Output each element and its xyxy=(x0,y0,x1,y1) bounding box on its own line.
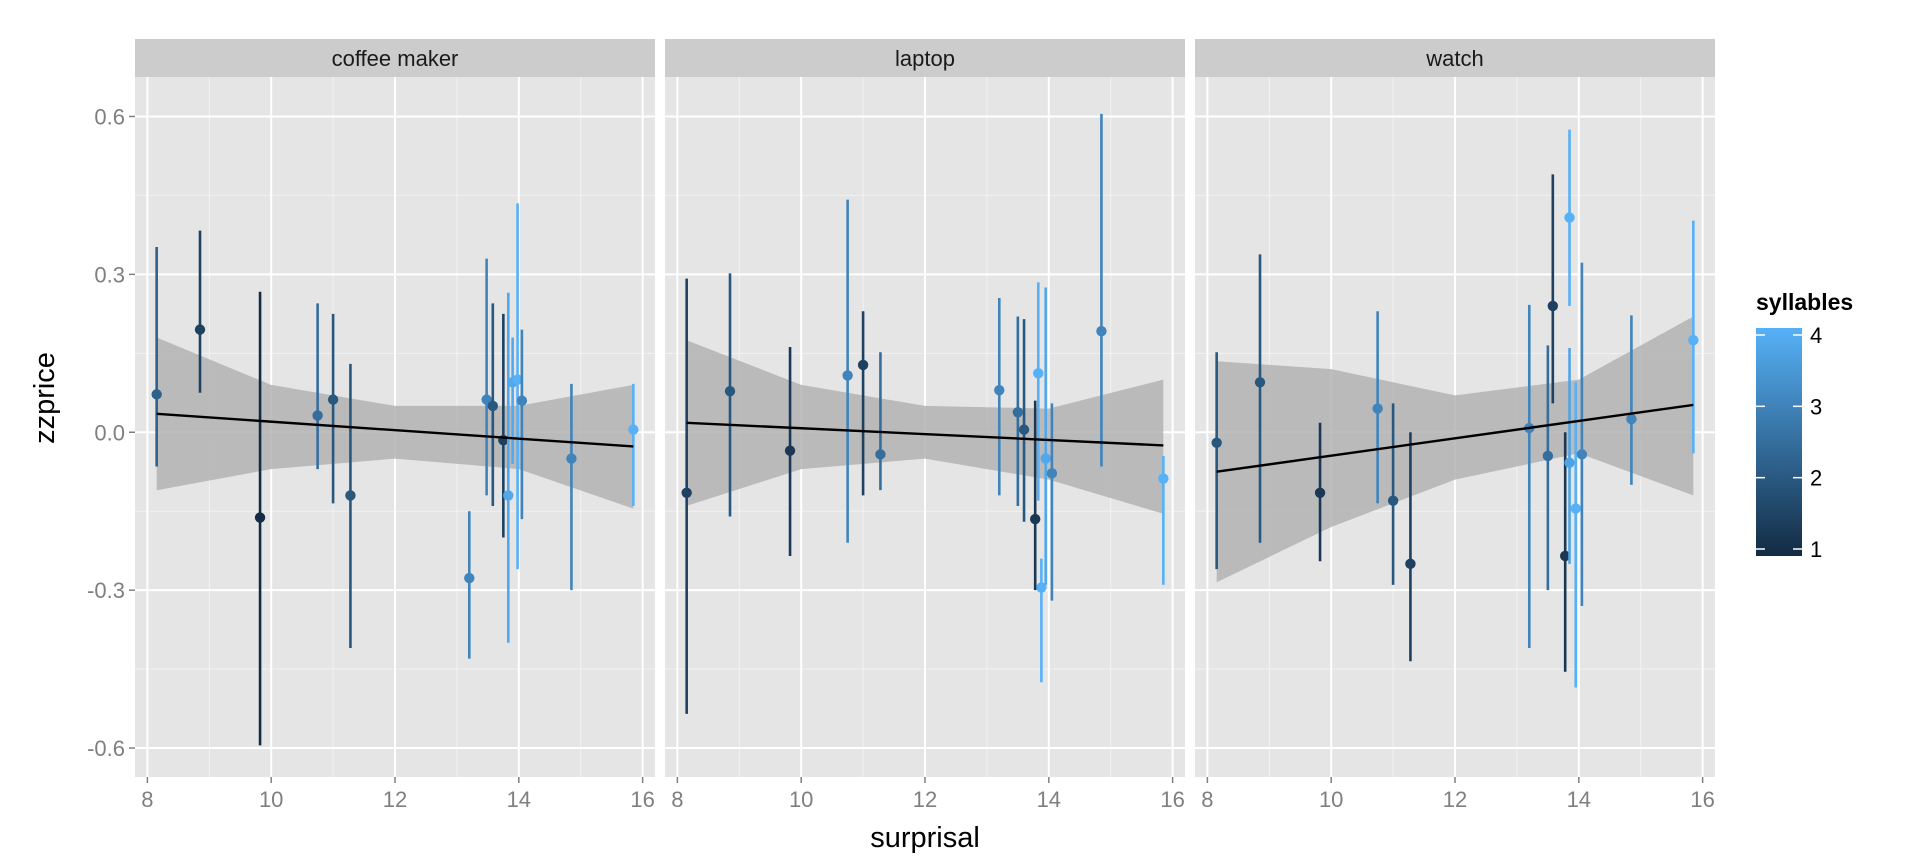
confidence-ribbon xyxy=(686,340,1164,514)
data-point xyxy=(1036,582,1047,593)
x-tick-label: 16 xyxy=(630,787,654,812)
x-tick-label: 16 xyxy=(1160,787,1184,812)
data-point xyxy=(724,386,736,397)
x-tick-label: 8 xyxy=(141,787,153,812)
y-tick-label: 0.6 xyxy=(94,104,125,129)
data-point xyxy=(857,359,869,371)
data-point xyxy=(1626,413,1637,425)
data-point xyxy=(875,449,886,460)
data-point xyxy=(1576,449,1588,460)
data-point xyxy=(784,445,796,456)
data-point xyxy=(1564,457,1575,468)
x-tick-label: 8 xyxy=(1201,787,1213,812)
regression-line xyxy=(686,421,1164,447)
x-tick-label: 8 xyxy=(671,787,683,812)
panels-layer: coffee maker laptop watch xyxy=(135,39,1715,777)
facet-panel-2: watch xyxy=(1195,39,1715,777)
data-point xyxy=(194,324,206,335)
facet-strip-label: coffee maker xyxy=(332,46,459,71)
legend-tick-label: 1 xyxy=(1810,537,1822,562)
data-point xyxy=(1046,468,1058,479)
data-point xyxy=(1033,368,1044,379)
data-point xyxy=(1547,300,1559,312)
data-point xyxy=(842,370,853,381)
data-point xyxy=(327,394,339,405)
y-tick-label: 0.3 xyxy=(94,262,125,287)
x-tick-label: 14 xyxy=(507,787,531,812)
data-point xyxy=(1559,550,1571,562)
x-tick-label: 10 xyxy=(1319,787,1343,812)
data-point xyxy=(151,389,162,400)
facet-strip xyxy=(135,39,655,77)
x-tick-label: 12 xyxy=(1443,787,1467,812)
data-point xyxy=(566,453,577,464)
confidence-ribbon xyxy=(1216,316,1694,583)
x-tick-label: 12 xyxy=(383,787,407,812)
x-tick-label: 14 xyxy=(1037,787,1061,812)
y-tick-label: -0.3 xyxy=(87,578,125,603)
facet-strip xyxy=(1195,39,1715,77)
legend-tick-label: 3 xyxy=(1810,394,1822,419)
data-point xyxy=(512,374,523,385)
y-axis-title: zzprice xyxy=(29,352,61,444)
x-tick-label: 16 xyxy=(1690,787,1714,812)
legend-tick-label: 2 xyxy=(1810,466,1822,491)
x-tick-label: 10 xyxy=(259,787,283,812)
data-point xyxy=(1688,334,1699,346)
color-legend: syllables 1 2 3 4 xyxy=(1756,289,1853,562)
data-point xyxy=(1040,453,1051,464)
data-point xyxy=(681,487,692,498)
x-tick-label: 12 xyxy=(913,787,937,812)
data-point xyxy=(994,384,1005,396)
confidence-ribbon xyxy=(156,337,634,509)
regression-line xyxy=(156,412,634,448)
legend-colorbar xyxy=(1756,328,1802,556)
data-point xyxy=(312,410,323,421)
data-point xyxy=(1387,495,1399,506)
data-point xyxy=(628,424,639,435)
data-point xyxy=(1314,487,1326,498)
data-point xyxy=(516,395,528,406)
data-point xyxy=(1158,473,1169,484)
y-tick-label: 0.0 xyxy=(94,420,125,445)
facet-strip-label: laptop xyxy=(895,46,955,71)
data-point xyxy=(503,490,514,501)
data-point xyxy=(1018,424,1030,435)
x-axis-title: surprisal xyxy=(870,822,980,854)
data-point xyxy=(1405,558,1416,570)
x-axis: 8 10 12 14 16 8 10 12 14 16 8 10 12 14 16 xyxy=(141,777,1715,812)
facet-panel-0: coffee maker xyxy=(135,39,655,777)
data-point xyxy=(1029,513,1041,525)
x-tick-label: 10 xyxy=(789,787,813,812)
x-tick-label: 14 xyxy=(1567,787,1591,812)
regression-line xyxy=(1216,403,1694,473)
data-point xyxy=(1542,450,1554,462)
y-tick-label: -0.6 xyxy=(87,736,125,761)
data-point xyxy=(464,572,475,584)
data-point xyxy=(1564,212,1575,223)
data-point xyxy=(1254,377,1266,388)
facet-strip-label: watch xyxy=(1425,46,1483,71)
data-point xyxy=(1570,503,1581,514)
legend-title: syllables xyxy=(1756,289,1853,315)
data-point xyxy=(254,512,266,523)
data-point xyxy=(1012,407,1024,418)
data-point xyxy=(345,490,356,501)
data-point xyxy=(1372,403,1383,414)
facet-strip xyxy=(665,39,1185,77)
data-point xyxy=(1211,437,1222,448)
data-point xyxy=(1096,326,1107,337)
data-point xyxy=(487,400,499,412)
facet-panel-1: laptop xyxy=(665,39,1185,777)
y-axis: 0.6 0.3 0.0 -0.3 -0.6 xyxy=(87,104,135,761)
legend-tick-label: 4 xyxy=(1810,323,1822,348)
